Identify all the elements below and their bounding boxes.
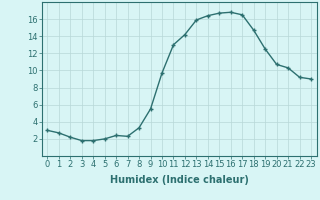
X-axis label: Humidex (Indice chaleur): Humidex (Indice chaleur): [110, 175, 249, 185]
